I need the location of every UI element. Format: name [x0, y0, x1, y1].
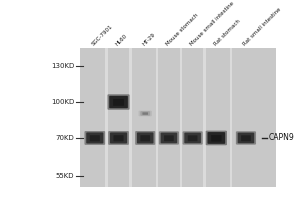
Text: 55KD: 55KD [56, 173, 74, 179]
FancyBboxPatch shape [135, 131, 155, 145]
Bar [129, 48, 132, 187]
Bar [203, 48, 206, 187]
Bar [180, 48, 182, 187]
Text: SGC-7901: SGC-7901 [91, 24, 114, 47]
Text: CAPN9: CAPN9 [268, 133, 294, 142]
FancyBboxPatch shape [110, 132, 127, 144]
FancyBboxPatch shape [206, 131, 227, 145]
FancyBboxPatch shape [160, 133, 177, 143]
Text: HT-29: HT-29 [142, 32, 156, 47]
Text: Mouse small intestine: Mouse small intestine [189, 1, 235, 47]
FancyBboxPatch shape [85, 131, 105, 145]
FancyBboxPatch shape [164, 135, 174, 141]
FancyBboxPatch shape [207, 132, 225, 144]
Text: HL60: HL60 [115, 33, 128, 47]
FancyBboxPatch shape [108, 131, 129, 145]
Text: Mouse stomach: Mouse stomach [165, 12, 200, 47]
FancyBboxPatch shape [86, 132, 104, 144]
FancyBboxPatch shape [113, 135, 124, 141]
Bar [230, 48, 232, 187]
FancyBboxPatch shape [211, 135, 221, 142]
FancyBboxPatch shape [107, 94, 130, 110]
FancyBboxPatch shape [140, 111, 150, 116]
FancyBboxPatch shape [90, 135, 100, 141]
FancyBboxPatch shape [182, 131, 203, 145]
FancyBboxPatch shape [109, 96, 128, 108]
Text: Rat small intestine: Rat small intestine [242, 7, 282, 47]
Bar [80, 48, 276, 187]
FancyBboxPatch shape [159, 131, 179, 145]
Text: 130KD: 130KD [51, 63, 74, 69]
FancyBboxPatch shape [139, 111, 152, 116]
FancyBboxPatch shape [238, 133, 254, 143]
FancyBboxPatch shape [140, 135, 150, 141]
Bar [156, 48, 158, 187]
FancyBboxPatch shape [113, 99, 124, 106]
Bar [106, 48, 108, 187]
Text: Rat stomach: Rat stomach [213, 18, 241, 47]
FancyBboxPatch shape [188, 135, 197, 141]
Text: 70KD: 70KD [55, 135, 74, 141]
FancyBboxPatch shape [241, 135, 251, 141]
FancyBboxPatch shape [137, 132, 154, 144]
FancyBboxPatch shape [142, 112, 148, 115]
FancyBboxPatch shape [184, 133, 201, 143]
Text: 100KD: 100KD [51, 99, 74, 105]
FancyBboxPatch shape [236, 131, 256, 145]
